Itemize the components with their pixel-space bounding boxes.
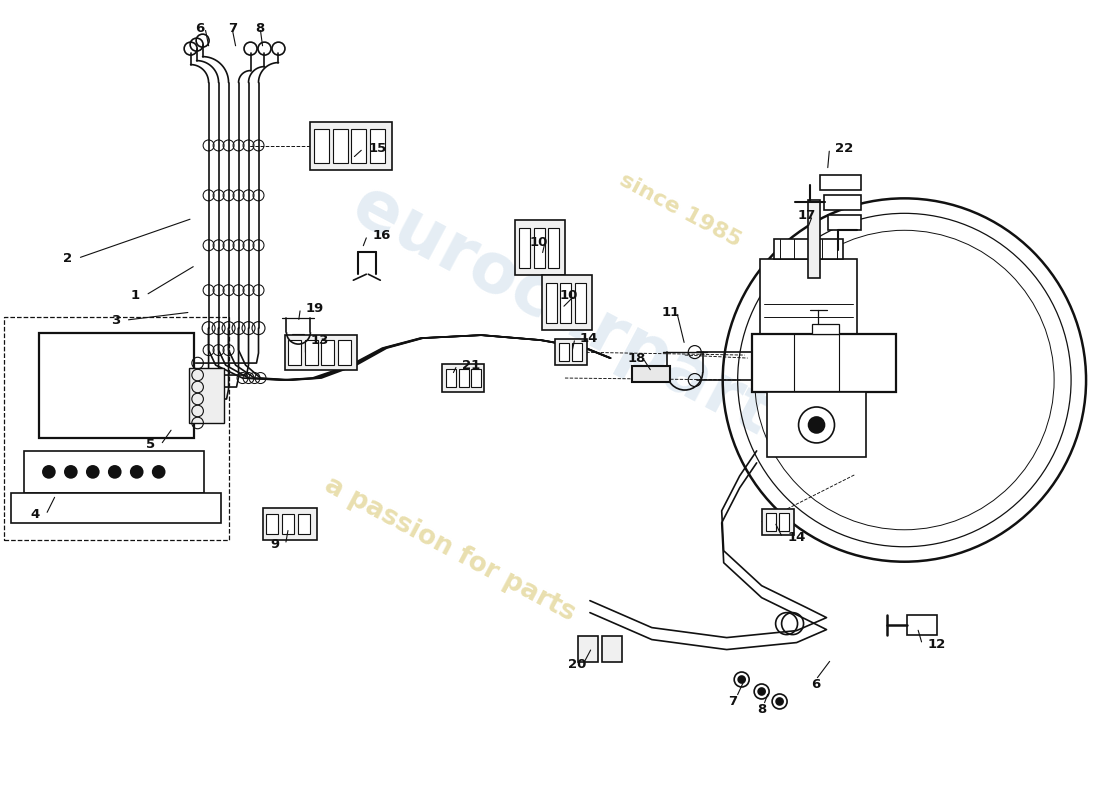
Text: 6: 6 xyxy=(196,22,205,35)
Text: eurocarparts: eurocarparts xyxy=(341,172,820,469)
FancyBboxPatch shape xyxy=(11,493,221,522)
FancyBboxPatch shape xyxy=(286,335,358,370)
FancyBboxPatch shape xyxy=(820,175,861,190)
Text: since 1985: since 1985 xyxy=(616,170,744,250)
FancyBboxPatch shape xyxy=(827,215,861,230)
FancyBboxPatch shape xyxy=(546,283,557,323)
FancyBboxPatch shape xyxy=(812,324,839,334)
FancyBboxPatch shape xyxy=(39,333,194,438)
Text: 11: 11 xyxy=(662,306,680,318)
FancyBboxPatch shape xyxy=(266,514,278,534)
Text: 7: 7 xyxy=(728,695,737,708)
Text: 2: 2 xyxy=(63,252,72,265)
FancyBboxPatch shape xyxy=(548,228,559,268)
FancyBboxPatch shape xyxy=(824,195,861,210)
Text: 22: 22 xyxy=(835,142,852,155)
Circle shape xyxy=(777,698,783,705)
FancyBboxPatch shape xyxy=(766,513,775,530)
FancyBboxPatch shape xyxy=(263,508,318,540)
FancyBboxPatch shape xyxy=(283,514,295,534)
FancyBboxPatch shape xyxy=(459,369,469,387)
FancyBboxPatch shape xyxy=(767,392,867,457)
FancyBboxPatch shape xyxy=(471,369,481,387)
FancyBboxPatch shape xyxy=(572,343,582,361)
Text: 12: 12 xyxy=(927,638,946,651)
FancyBboxPatch shape xyxy=(351,130,366,163)
Text: 13: 13 xyxy=(310,334,329,346)
FancyBboxPatch shape xyxy=(442,364,484,392)
FancyBboxPatch shape xyxy=(761,509,793,534)
FancyBboxPatch shape xyxy=(315,130,329,163)
Text: 15: 15 xyxy=(368,142,386,155)
Circle shape xyxy=(65,466,77,478)
FancyBboxPatch shape xyxy=(305,340,318,365)
FancyBboxPatch shape xyxy=(519,228,530,268)
FancyBboxPatch shape xyxy=(575,283,586,323)
FancyBboxPatch shape xyxy=(333,130,348,163)
FancyBboxPatch shape xyxy=(760,259,858,334)
FancyBboxPatch shape xyxy=(908,614,937,634)
FancyBboxPatch shape xyxy=(447,369,456,387)
Circle shape xyxy=(758,688,766,695)
FancyBboxPatch shape xyxy=(24,451,204,493)
FancyBboxPatch shape xyxy=(338,340,351,365)
Text: 14: 14 xyxy=(788,531,806,544)
Circle shape xyxy=(43,466,55,478)
FancyBboxPatch shape xyxy=(556,339,587,365)
Text: 9: 9 xyxy=(271,538,279,551)
Text: 4: 4 xyxy=(31,508,41,522)
FancyBboxPatch shape xyxy=(534,228,544,268)
FancyBboxPatch shape xyxy=(602,635,621,662)
Text: 10: 10 xyxy=(530,236,549,249)
FancyBboxPatch shape xyxy=(773,239,844,259)
Text: 14: 14 xyxy=(580,332,598,345)
FancyBboxPatch shape xyxy=(542,275,592,330)
Text: 20: 20 xyxy=(568,658,586,671)
FancyBboxPatch shape xyxy=(321,340,334,365)
Text: a passion for parts: a passion for parts xyxy=(320,473,580,627)
Circle shape xyxy=(153,466,165,478)
FancyBboxPatch shape xyxy=(310,122,393,170)
FancyBboxPatch shape xyxy=(578,635,598,662)
FancyBboxPatch shape xyxy=(288,340,301,365)
FancyBboxPatch shape xyxy=(188,368,223,423)
Text: 3: 3 xyxy=(111,314,120,326)
FancyBboxPatch shape xyxy=(559,343,569,361)
FancyBboxPatch shape xyxy=(561,283,572,323)
Circle shape xyxy=(131,466,143,478)
FancyBboxPatch shape xyxy=(631,366,670,382)
FancyBboxPatch shape xyxy=(515,220,565,275)
Circle shape xyxy=(738,676,745,683)
FancyBboxPatch shape xyxy=(370,130,385,163)
Circle shape xyxy=(87,466,99,478)
Text: 1: 1 xyxy=(131,289,140,302)
FancyBboxPatch shape xyxy=(751,334,896,392)
Text: 8: 8 xyxy=(758,703,767,716)
Text: 8: 8 xyxy=(255,22,265,35)
Text: 5: 5 xyxy=(145,438,155,451)
Text: 19: 19 xyxy=(306,302,323,314)
FancyBboxPatch shape xyxy=(807,200,820,278)
Text: 18: 18 xyxy=(628,351,646,365)
FancyBboxPatch shape xyxy=(779,513,789,530)
Text: 6: 6 xyxy=(812,678,821,691)
Text: 16: 16 xyxy=(372,229,390,242)
Text: 7: 7 xyxy=(229,22,238,35)
Text: 17: 17 xyxy=(798,209,816,222)
Text: 10: 10 xyxy=(560,289,579,302)
Circle shape xyxy=(808,417,825,433)
Circle shape xyxy=(109,466,121,478)
Text: 21: 21 xyxy=(462,358,481,371)
FancyBboxPatch shape xyxy=(298,514,310,534)
